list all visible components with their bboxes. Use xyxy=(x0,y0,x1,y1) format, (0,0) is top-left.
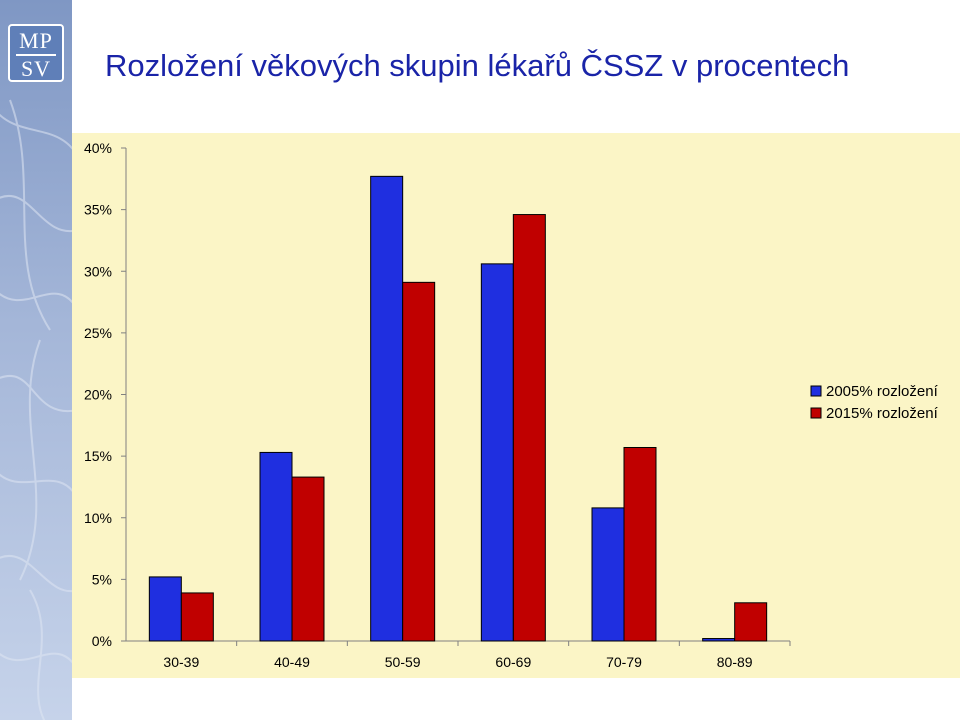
bar-2005-70-79 xyxy=(591,507,625,642)
logo-divider xyxy=(16,54,56,56)
x-axis-labels: 30-39 40-49 50-59 60-69 70-79 80-89 xyxy=(163,654,752,670)
slide-title: Rozložení věkových skupin lékařů ČSSZ v … xyxy=(105,48,850,83)
y-tick-label: 0% xyxy=(92,633,112,649)
legend-label-2015: 2015% rozložení xyxy=(826,405,939,422)
bar-2005-40-49 xyxy=(259,451,293,642)
bar-2015-80-89 xyxy=(734,602,768,642)
y-tick-label: 20% xyxy=(84,387,112,403)
x-tick-label: 70-79 xyxy=(606,654,642,670)
logo-line-2: SV xyxy=(20,56,52,81)
bar-2005-80-89 xyxy=(702,638,736,642)
sidebar-decoration: MP SV xyxy=(0,0,72,720)
bar-2015-60-69 xyxy=(512,214,546,642)
legend-swatch-2015 xyxy=(810,407,822,419)
bar-2015-70-79 xyxy=(623,446,657,642)
x-tick-label: 40-49 xyxy=(274,654,310,670)
y-axis-labels: 0% 5% 10% 15% 20% 25% 30% 35% 40% xyxy=(84,140,112,649)
logo-line-1: MP xyxy=(19,28,53,53)
x-tick-label: 80-89 xyxy=(717,654,753,670)
legend-label-2005: 2005% rozložení xyxy=(826,383,939,400)
bar-2015-50-59 xyxy=(402,281,436,642)
y-tick-label: 15% xyxy=(84,448,112,464)
y-tick-label: 25% xyxy=(84,325,112,341)
bar-2005-30-39 xyxy=(148,576,182,642)
bar-2015-40-49 xyxy=(291,476,325,642)
y-tick-label: 30% xyxy=(84,263,112,279)
chart-axes xyxy=(121,147,791,646)
x-tick-label: 30-39 xyxy=(163,654,199,670)
bar-2015-30-39 xyxy=(180,592,214,642)
chart-legend: 2005% rozložení 2015% rozložení xyxy=(810,383,939,422)
bar-2005-60-69 xyxy=(480,263,514,642)
x-tick-label: 50-59 xyxy=(385,654,421,670)
y-tick-label: 35% xyxy=(84,202,112,218)
mpsv-logo: MP SV xyxy=(8,24,64,82)
y-tick-label: 40% xyxy=(84,140,112,156)
x-tick-label: 60-69 xyxy=(495,654,531,670)
bar-2005-50-59 xyxy=(370,175,404,642)
legend-swatch-2005 xyxy=(810,385,822,397)
chart-bars xyxy=(148,175,768,642)
y-tick-label: 10% xyxy=(84,510,112,526)
sidebar-pattern xyxy=(0,99,72,720)
y-tick-label: 5% xyxy=(92,571,112,587)
